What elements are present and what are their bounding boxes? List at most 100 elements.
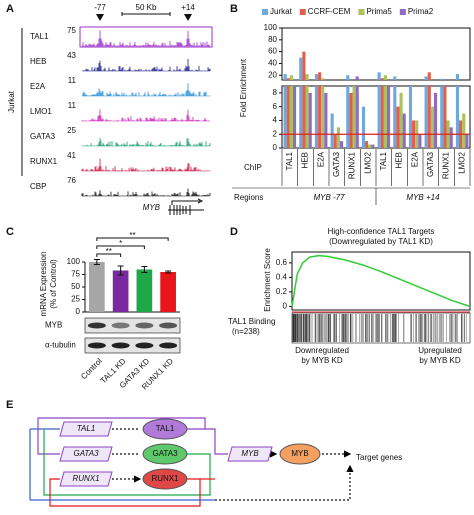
bar <box>349 92 353 148</box>
y-tick-label: 0.6 <box>276 258 288 267</box>
y-axis-label: Fold Enrichment <box>239 58 248 117</box>
marker-arrow <box>96 14 104 21</box>
x-tick-label: HEB <box>395 152 404 168</box>
bar <box>399 92 403 148</box>
y-tick-label: 0 <box>273 143 278 152</box>
y-tick-label: 6 <box>273 102 278 111</box>
enrichment-line <box>291 254 471 308</box>
bar <box>302 51 306 80</box>
gene-label: TAL1 <box>77 424 96 433</box>
y-tick-label: 100 <box>67 257 81 266</box>
y-tick-label: 0 <box>283 301 288 310</box>
gene-label: RUNX1 <box>72 474 99 483</box>
bar <box>318 86 322 148</box>
bar <box>430 106 434 148</box>
track-name: E2A <box>30 82 46 91</box>
protein-label: MYB <box>291 449 308 458</box>
bar <box>89 262 105 312</box>
bar <box>377 72 381 80</box>
gene-label: MYB <box>143 203 161 212</box>
marker-label: +14 <box>181 3 195 12</box>
bar <box>302 86 306 148</box>
blot-label: MYB <box>45 321 62 330</box>
y-tick-label: 40 <box>268 59 277 68</box>
error-bar <box>93 259 100 265</box>
significance-label: ** <box>106 247 112 256</box>
bar <box>283 86 287 148</box>
barcode-box <box>291 312 471 344</box>
bar <box>393 86 397 148</box>
bar <box>402 113 406 148</box>
band <box>159 342 178 349</box>
y-tick-label: 0.4 <box>276 272 288 281</box>
bar <box>371 144 375 148</box>
bar <box>443 86 447 148</box>
significance-label: ** <box>129 231 135 240</box>
bar <box>440 86 444 148</box>
bar <box>380 86 384 148</box>
signal-track <box>81 188 211 196</box>
bar <box>286 78 290 80</box>
x-tick-label: E2A <box>410 151 419 167</box>
gene-box <box>227 446 273 462</box>
track-name: HEB <box>30 57 46 66</box>
protein-label: GATA3 <box>152 449 178 458</box>
x-tick-label: TAL1 <box>379 151 388 170</box>
legend-label: Jurkat <box>270 7 293 16</box>
bar <box>346 75 350 80</box>
x-tick-label: E2A <box>316 151 325 167</box>
significance-bracket <box>96 253 122 257</box>
panel-label: A <box>6 3 14 15</box>
blot <box>84 317 181 334</box>
y-tick-label: 50 <box>71 282 80 291</box>
bar <box>336 127 340 148</box>
track-box <box>79 26 213 48</box>
bar <box>396 106 400 148</box>
x-tick-label: LMO2 <box>363 151 372 173</box>
bar <box>455 86 460 148</box>
bar <box>383 75 387 80</box>
error-bar <box>165 270 172 274</box>
x-tick-label: RUNX1 <box>442 151 451 179</box>
bar <box>355 76 359 80</box>
y-tick-label: 0 <box>76 307 81 316</box>
y-tick-label: 100 <box>264 23 278 32</box>
y-tick-label: 4 <box>273 116 278 125</box>
marker-arrow <box>184 14 192 21</box>
bar <box>286 86 290 148</box>
bar <box>440 78 444 80</box>
cell-line: Jurkat <box>7 90 16 113</box>
band <box>87 322 106 329</box>
bar <box>365 141 369 148</box>
axis-box <box>291 251 471 311</box>
bar <box>305 86 309 148</box>
arrow <box>112 428 140 479</box>
bar <box>292 86 297 148</box>
bar <box>355 86 359 148</box>
y-tick-label: 20 <box>268 70 277 79</box>
y-tick-label: 2 <box>273 129 278 138</box>
blot <box>84 337 181 354</box>
protein-label: RUNX1 <box>151 474 179 483</box>
bar <box>314 74 319 80</box>
bar <box>160 272 176 312</box>
band <box>111 322 130 329</box>
signal-track <box>83 137 211 146</box>
signal-track <box>81 83 211 96</box>
gene-box <box>59 471 113 487</box>
chart-title: High-confidence TAL1 Targets <box>328 227 435 236</box>
bar <box>321 78 325 80</box>
signal-track <box>81 109 210 121</box>
gene-box <box>59 446 113 462</box>
bar <box>361 106 366 148</box>
bar <box>352 86 356 148</box>
bar <box>465 134 469 148</box>
track-name: CBP <box>30 182 46 191</box>
chart-title: (Downregulated by TAL1 KD) <box>329 237 433 246</box>
bar <box>324 92 328 148</box>
gene-box <box>59 421 113 437</box>
track-name: LMO1 <box>30 107 52 116</box>
protein <box>142 468 188 490</box>
legend-swatch <box>299 9 306 15</box>
bar <box>289 75 293 80</box>
